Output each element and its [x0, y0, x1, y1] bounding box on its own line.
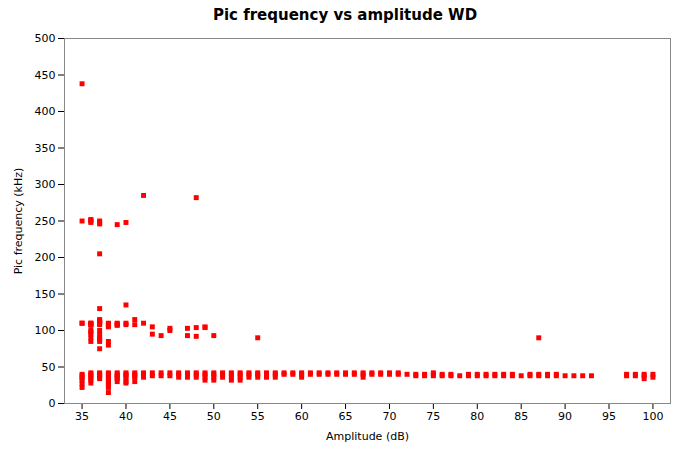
svg-text:90: 90: [558, 410, 572, 423]
svg-text:250: 250: [35, 215, 56, 228]
svg-text:45: 45: [163, 410, 177, 423]
svg-text:0: 0: [49, 397, 56, 410]
svg-text:500: 500: [35, 32, 56, 45]
svg-text:450: 450: [35, 69, 56, 82]
svg-text:200: 200: [35, 251, 56, 264]
svg-text:65: 65: [339, 410, 353, 423]
svg-text:35: 35: [75, 410, 89, 423]
svg-text:100: 100: [35, 324, 56, 337]
svg-text:350: 350: [35, 142, 56, 155]
svg-text:50: 50: [42, 361, 56, 374]
svg-text:60: 60: [295, 410, 309, 423]
svg-text:75: 75: [426, 410, 440, 423]
svg-text:100: 100: [642, 410, 663, 423]
svg-text:Amplitude (dB): Amplitude (dB): [326, 430, 409, 443]
svg-text:300: 300: [35, 178, 56, 191]
svg-text:150: 150: [35, 288, 56, 301]
svg-text:Pic frequency (kHz): Pic frequency (kHz): [12, 168, 25, 275]
svg-text:95: 95: [602, 410, 616, 423]
svg-text:70: 70: [382, 410, 396, 423]
html-text:Pic frequency vs amplitude WD: Pic frequency vs amplitude WD: [212, 6, 478, 24]
svg-text:50: 50: [207, 410, 221, 423]
svg-text:400: 400: [35, 105, 56, 118]
svg-text:55: 55: [251, 410, 265, 423]
svg-text:85: 85: [514, 410, 528, 423]
svg-text:80: 80: [470, 410, 484, 423]
svg-text:40: 40: [119, 410, 133, 423]
